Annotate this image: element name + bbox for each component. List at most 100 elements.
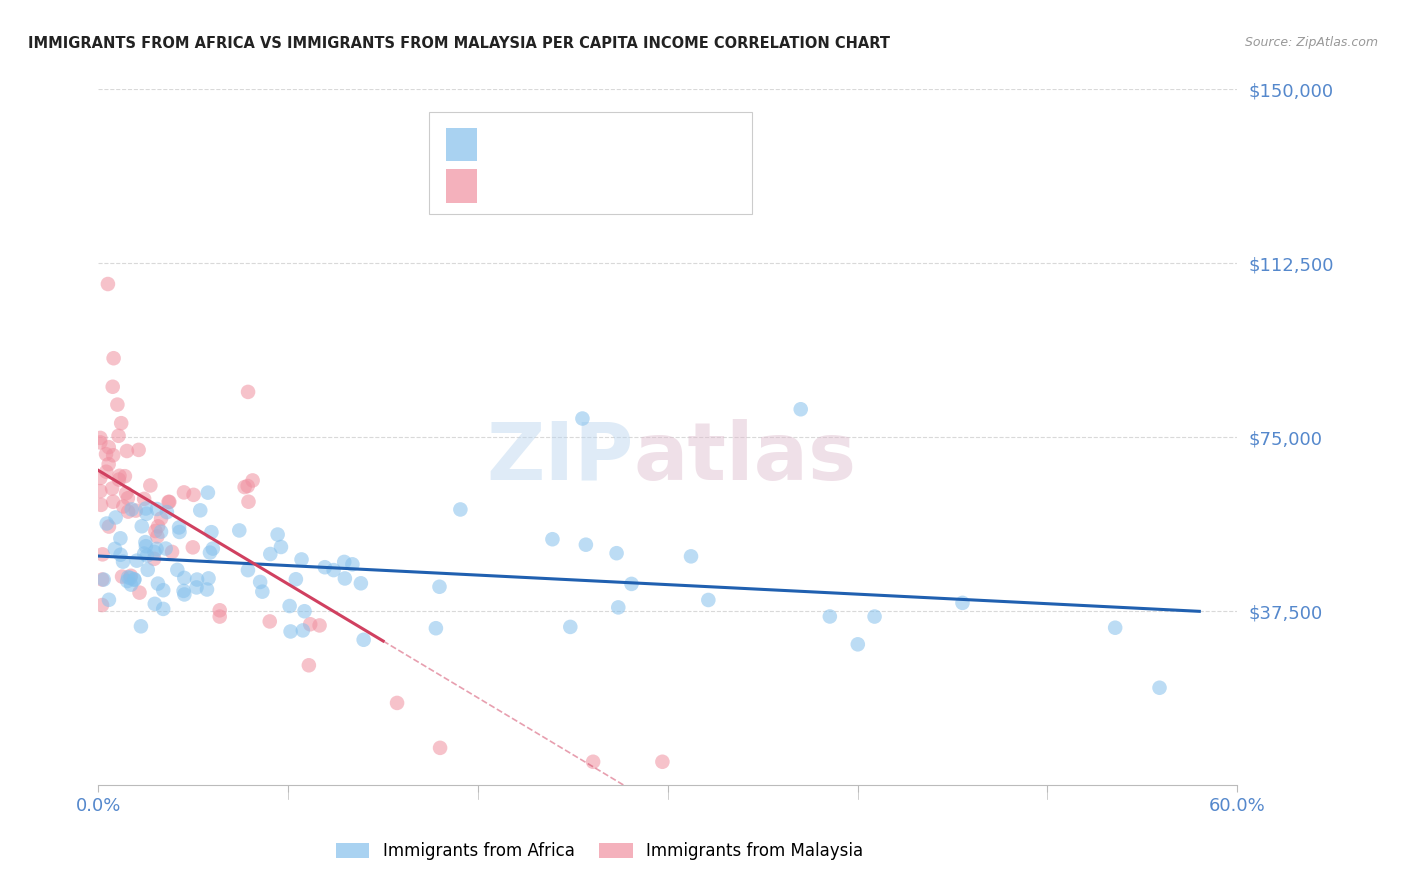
Point [136, 549, 159, 563]
Point [181, 541, 204, 555]
Point [143, 597, 166, 611]
Point [129, 619, 152, 633]
Text: IMMIGRANTS FROM AFRICA VS IMMIGRANTS FROM MALAYSIA PER CAPITA INCOME CORRELATION: IMMIGRANTS FROM AFRICA VS IMMIGRANTS FRO… [28, 36, 890, 51]
Point [952, 596, 974, 610]
Point [97, 592, 120, 607]
Point [124, 573, 146, 587]
Point [132, 491, 155, 506]
Point [350, 576, 373, 591]
Point [197, 485, 219, 500]
Point [117, 505, 139, 519]
Point [120, 569, 142, 583]
Point [266, 527, 288, 541]
Point [90, 498, 112, 512]
Point [117, 570, 139, 584]
Point [111, 569, 134, 583]
Point [270, 540, 292, 554]
Point [1149, 681, 1171, 695]
Point [97, 277, 120, 291]
Point [115, 444, 138, 458]
Point [333, 571, 356, 585]
Point [200, 525, 222, 540]
Point [385, 696, 408, 710]
Point [314, 560, 336, 574]
Point [101, 448, 124, 462]
Text: R =: R = [491, 136, 527, 153]
Point [195, 582, 218, 597]
Point [607, 600, 630, 615]
Point [290, 552, 312, 566]
Point [620, 577, 643, 591]
Point [96, 465, 118, 479]
Point [135, 501, 157, 516]
Point [541, 533, 564, 547]
Point [291, 624, 314, 638]
Point [252, 584, 274, 599]
Point [146, 576, 169, 591]
Point [131, 519, 153, 533]
Point [606, 546, 628, 560]
Point [108, 473, 131, 487]
Point [183, 488, 205, 502]
Text: ZIP: ZIP [486, 419, 634, 497]
Point [107, 398, 129, 412]
Point [115, 486, 138, 500]
Point [249, 574, 271, 589]
Point [115, 574, 138, 588]
Point [139, 478, 162, 492]
Point [236, 384, 259, 399]
Point [107, 429, 129, 443]
Point [101, 482, 124, 496]
Point [110, 531, 132, 545]
Point [117, 491, 139, 506]
Point [173, 485, 195, 500]
Point [575, 538, 598, 552]
Point [157, 495, 180, 509]
Point [150, 511, 173, 525]
Point [208, 609, 231, 624]
Point [333, 555, 356, 569]
Point [236, 479, 259, 493]
Point [157, 495, 180, 509]
Point [166, 563, 188, 577]
Point [112, 555, 135, 569]
Text: Source: ZipAtlas.com: Source: ZipAtlas.com [1244, 36, 1378, 49]
Point [238, 494, 260, 508]
Point [449, 502, 471, 516]
Point [152, 602, 174, 616]
Point [651, 755, 673, 769]
Point [353, 632, 375, 647]
Point [91, 598, 114, 612]
Point [104, 510, 127, 524]
Point [112, 500, 135, 514]
Point [571, 411, 593, 425]
Point [103, 351, 125, 366]
Point [122, 572, 145, 586]
Legend: Immigrants from Africa, Immigrants from Malaysia: Immigrants from Africa, Immigrants from … [329, 836, 870, 867]
Point [114, 469, 136, 483]
Point [120, 571, 142, 585]
Point [863, 609, 886, 624]
Point [322, 563, 344, 577]
Point [186, 573, 208, 587]
Point [294, 604, 316, 618]
Point [128, 442, 150, 457]
Point [94, 447, 117, 461]
Point [790, 402, 813, 417]
Point [236, 563, 259, 577]
Point [104, 541, 127, 556]
Point [134, 547, 156, 561]
Point [93, 573, 115, 587]
Text: R =: R = [491, 178, 527, 195]
Point [846, 637, 869, 651]
Point [125, 554, 148, 568]
Point [342, 558, 364, 572]
Point [143, 545, 166, 559]
Point [89, 431, 111, 445]
Point [145, 524, 167, 538]
Point [198, 546, 221, 560]
Point [425, 621, 447, 635]
Point [197, 571, 219, 585]
Point [278, 599, 301, 613]
Point [429, 580, 451, 594]
